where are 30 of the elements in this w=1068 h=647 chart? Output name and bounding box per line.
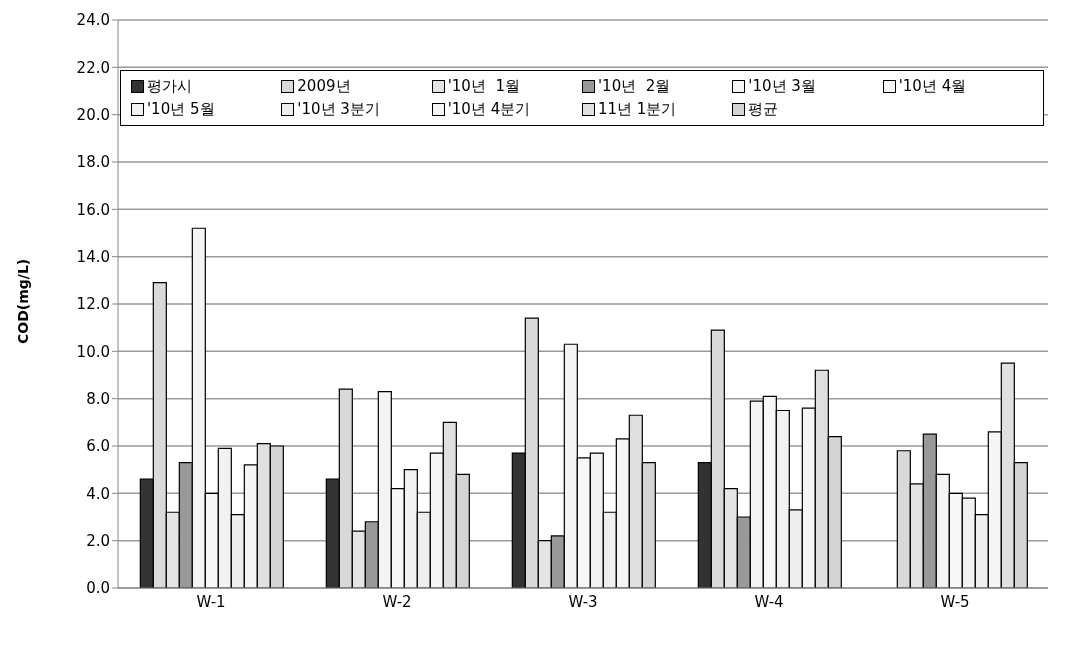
legend-label: '10년 1월	[447, 76, 520, 96]
x-tick-label: W-4	[754, 592, 784, 611]
legend-label: 11년 1분기	[597, 99, 677, 119]
legend-label: '10년 3월	[748, 76, 816, 96]
y-tick-label: 2.0	[86, 531, 110, 550]
y-tick-label: 22.0	[76, 58, 110, 77]
x-tick-label: W-1	[196, 592, 226, 611]
x-tick-label: W-3	[568, 592, 598, 611]
y-tick-label: 0.0	[86, 579, 110, 598]
y-tick-label: 10.0	[76, 342, 110, 361]
y-tick-label: 6.0	[86, 437, 110, 456]
legend-label: '10년 3분기	[297, 99, 380, 119]
y-axis-title: COD(mg/L)	[14, 258, 31, 344]
legend-label: '10년 4분기	[447, 99, 531, 119]
y-tick-label: 12.0	[76, 295, 110, 314]
x-tick-label: W-5	[940, 592, 970, 611]
y-tick-label: 24.0	[76, 11, 110, 30]
legend-label: 2009년	[297, 76, 351, 96]
x-tick-label: W-2	[382, 592, 412, 611]
y-tick-label: 14.0	[76, 247, 110, 266]
legend-label: 평가시	[147, 76, 192, 96]
legend-label: '10년 4월	[898, 76, 967, 96]
y-tick-label: 20.0	[76, 105, 110, 124]
y-tick-label: 8.0	[86, 389, 110, 408]
legend-label: 평균	[748, 99, 779, 119]
y-tick-label: 16.0	[76, 200, 110, 219]
y-tick-label: 18.0	[76, 153, 110, 172]
y-tick-label: 4.0	[86, 484, 110, 503]
legend-label: '10년 2월	[597, 76, 671, 96]
legend-label: '10년 5월	[147, 99, 215, 119]
